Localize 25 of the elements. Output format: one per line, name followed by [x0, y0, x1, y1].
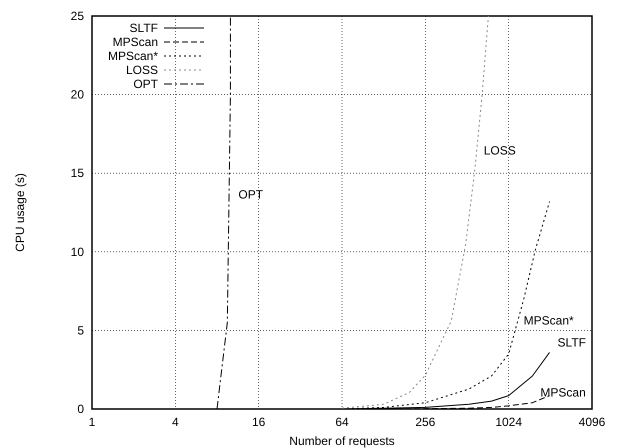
annotation: OPT — [238, 188, 264, 202]
x-tick-label: 1 — [88, 415, 96, 429]
x-axis-title: Number of requests — [289, 434, 395, 448]
x-tick-label: 16 — [252, 415, 266, 429]
y-tick-label: 20 — [70, 88, 84, 102]
legend-label: OPT — [133, 77, 159, 91]
annotation: SLTF — [558, 335, 586, 350]
annotation: MPScan* — [524, 313, 574, 328]
x-tick-label: 64 — [335, 415, 349, 429]
x-tick-label: 4096 — [578, 415, 606, 429]
legend-label: LOSS — [126, 63, 158, 77]
legend-label: MPScan — [112, 35, 158, 49]
y-tick-label: 15 — [70, 166, 84, 180]
annotation: LOSS — [484, 144, 516, 158]
y-tick-label: 25 — [70, 9, 84, 23]
y-axis-title: CPU usage (s) — [13, 173, 27, 252]
y-tick-label: 0 — [77, 402, 84, 416]
x-tick-label: 256 — [415, 415, 436, 429]
legend-label: SLTF — [130, 21, 158, 35]
x-tick-label: 4 — [172, 415, 179, 429]
legend-label: MPScan* — [108, 49, 158, 63]
y-tick-label: 10 — [70, 244, 84, 259]
x-tick-label: 1024 — [495, 415, 522, 429]
y-tick-label: 5 — [77, 323, 84, 338]
annotation: MPScan — [540, 386, 586, 400]
